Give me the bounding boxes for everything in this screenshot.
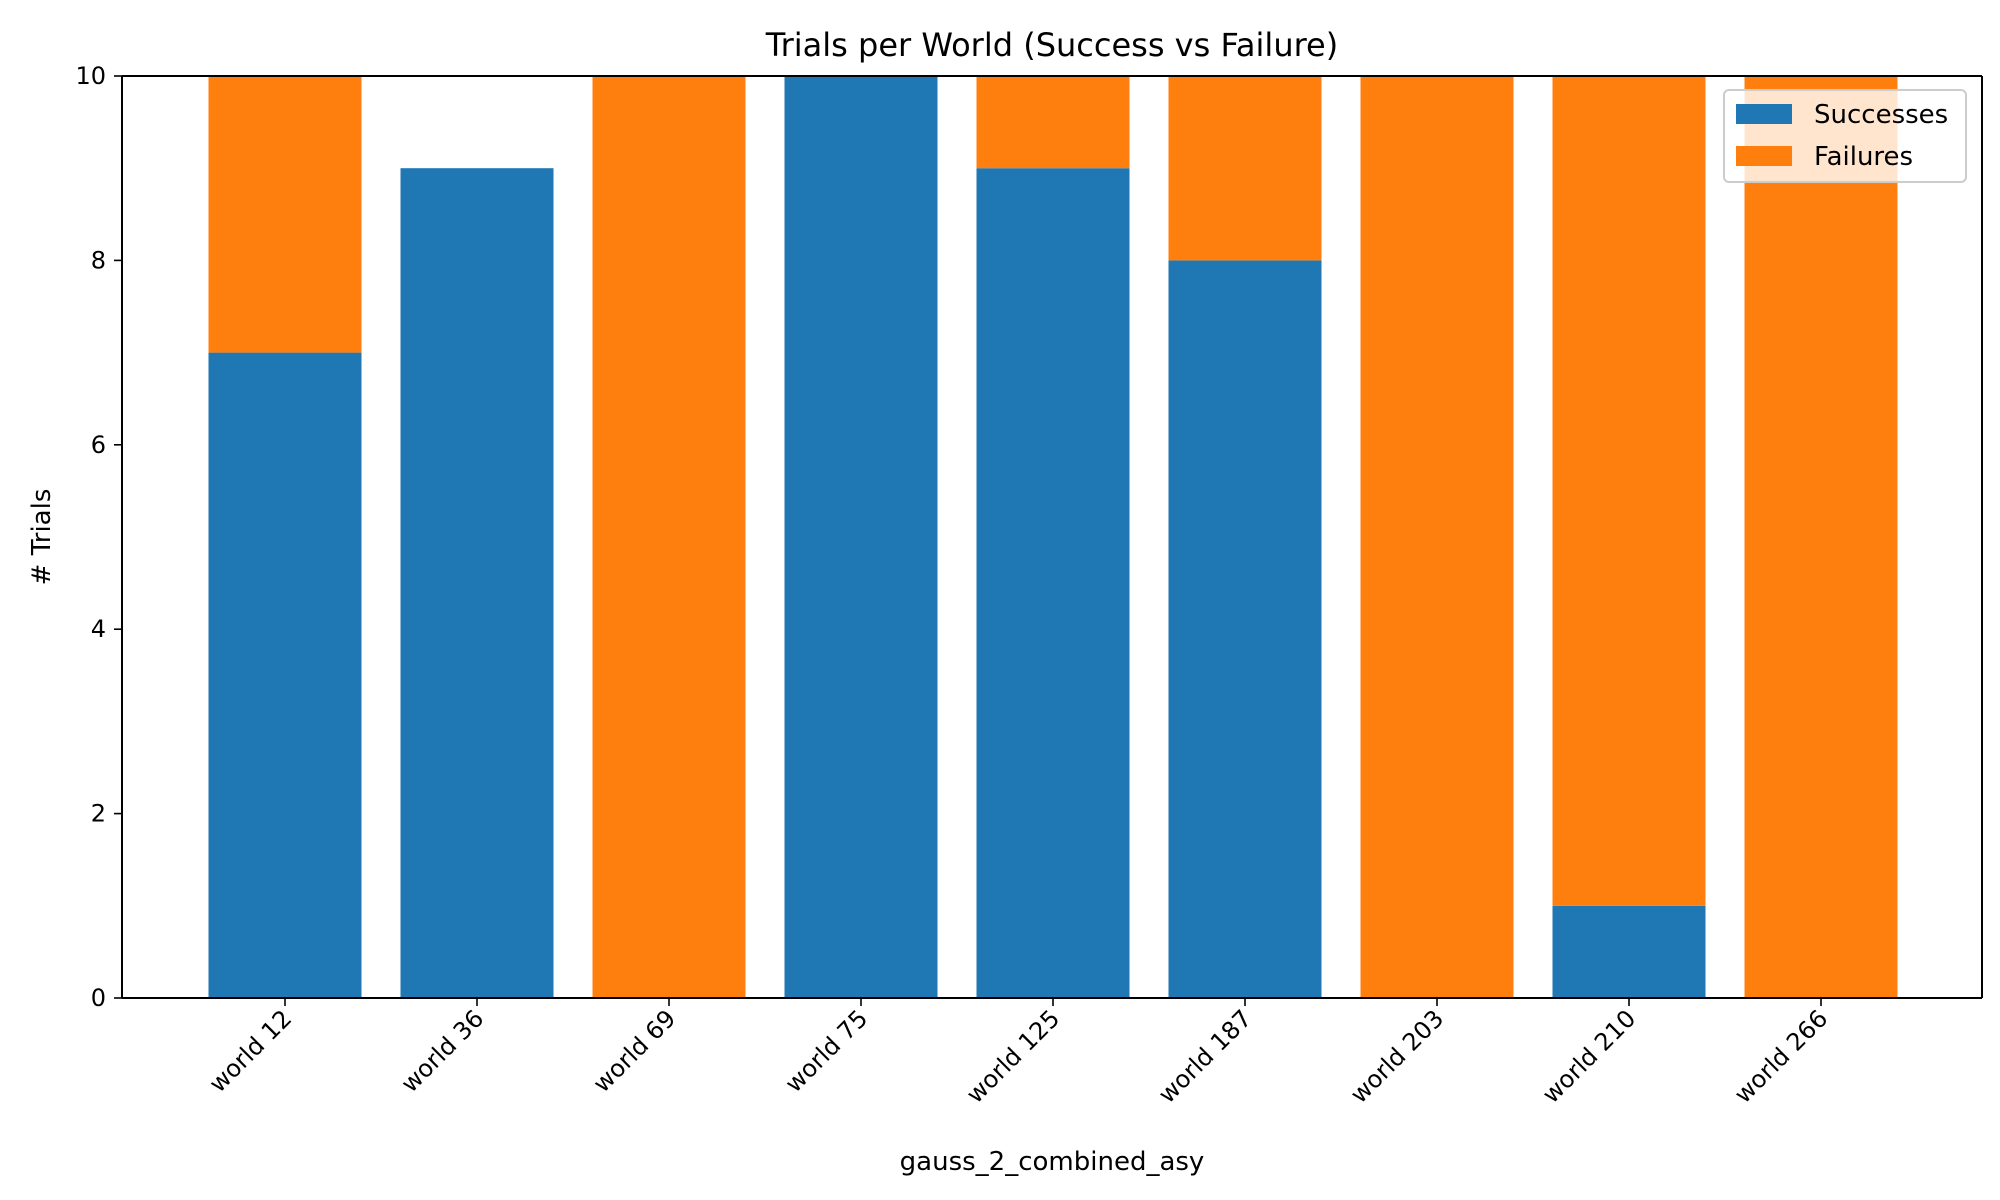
success-bar-world-36: [400, 168, 554, 998]
y-tick-label: 8: [91, 246, 106, 274]
failure-bar-world-125: [976, 76, 1130, 169]
x-tick-label: world 266: [1729, 1004, 1833, 1108]
failure-bar-world-69: [592, 76, 746, 998]
y-axis-label: # Trials: [27, 489, 57, 586]
legend: Successes Failures: [1723, 89, 1967, 183]
success-bar-world-12: [208, 352, 362, 999]
x-tick-label: world 12: [204, 1004, 298, 1098]
failure-bar-world-12: [208, 76, 362, 353]
y-tick-label: 10: [75, 62, 106, 90]
success-bar-world-187: [1168, 260, 1322, 998]
legend-swatch-failures: [1736, 146, 1792, 166]
chart-title: Trials per World (Success vs Failure): [765, 26, 1338, 64]
legend-swatch-successes: [1736, 104, 1792, 124]
x-tick-label: world 69: [588, 1004, 682, 1098]
y-tick-label: 4: [91, 615, 106, 643]
x-tick-label: world 125: [961, 1004, 1065, 1108]
bars-layer: [208, 76, 1898, 999]
x-tick-label: world 36: [396, 1004, 490, 1098]
y-tick-label: 2: [91, 800, 106, 828]
x-tick-label: world 187: [1153, 1004, 1257, 1108]
failure-bar-world-187: [1168, 76, 1322, 261]
x-tick-label: world 75: [780, 1004, 874, 1098]
failure-bar-world-203: [1360, 76, 1514, 998]
y-tick-label: 0: [91, 984, 106, 1012]
x-axis-label: gauss_2_combined_asy: [900, 1147, 1205, 1177]
y-tick-label: 6: [91, 431, 106, 459]
legend-label-failures: Failures: [1814, 142, 1913, 172]
failure-bar-world-266: [1744, 76, 1898, 998]
legend-label-successes: Successes: [1814, 100, 1948, 130]
x-tick-label: world 210: [1537, 1004, 1641, 1108]
success-bar-world-75: [784, 76, 938, 998]
success-bar-world-210: [1552, 905, 1706, 998]
x-tick-label: world 203: [1345, 1004, 1449, 1108]
failure-bar-world-210: [1552, 76, 1706, 906]
success-bar-world-125: [976, 168, 1130, 998]
